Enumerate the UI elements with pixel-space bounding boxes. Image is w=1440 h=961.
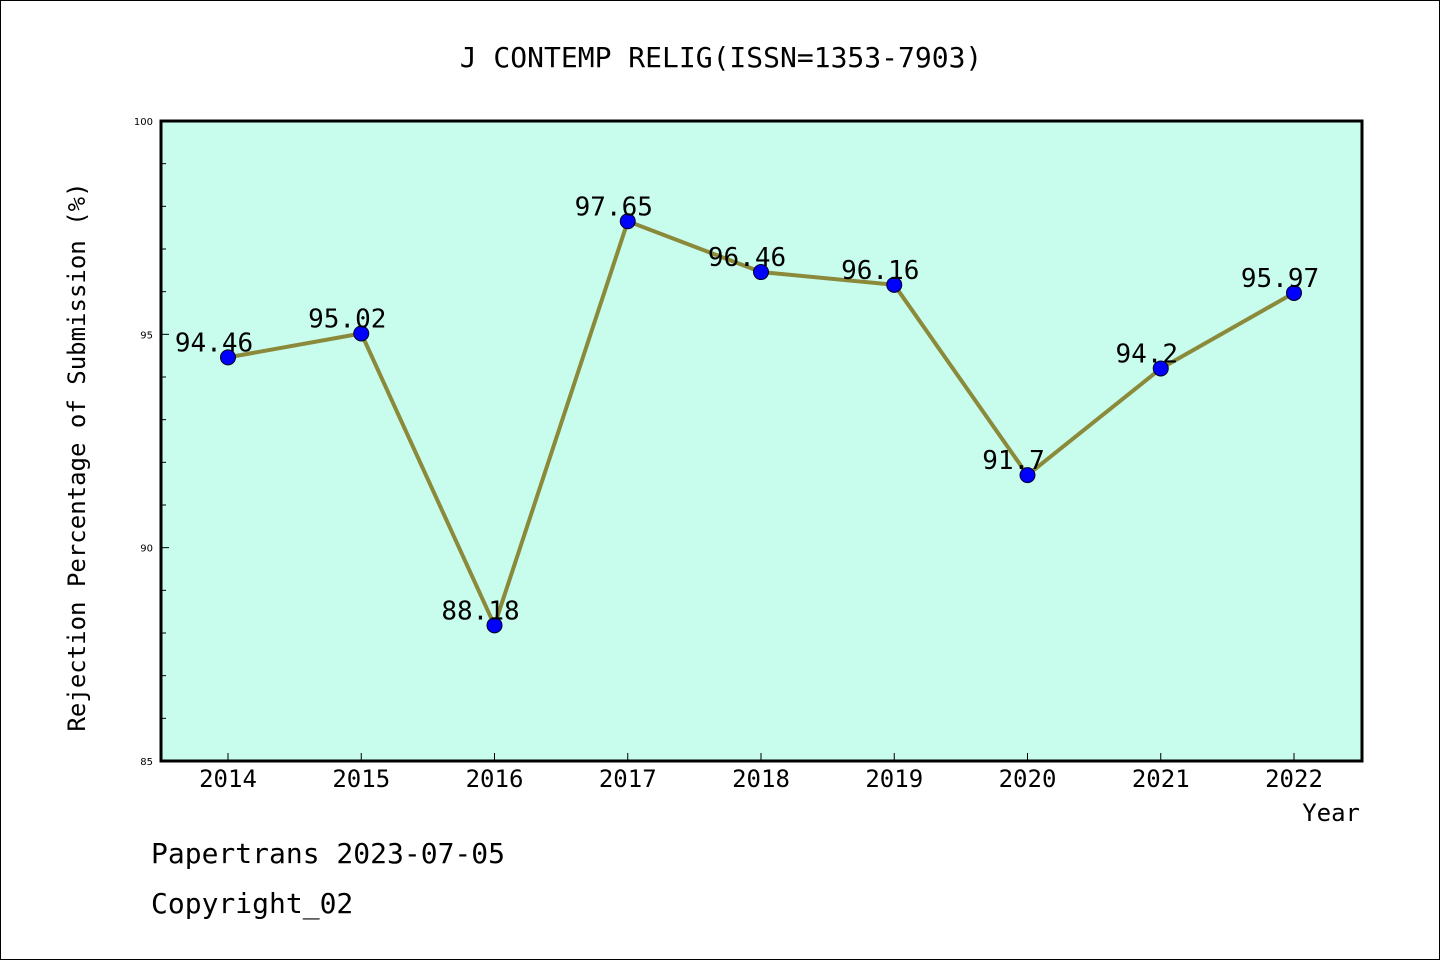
y-tick-label: 95 [140, 330, 153, 341]
x-tick-label: 2019 [865, 765, 923, 793]
data-label: 94.2 [1115, 339, 1178, 369]
x-tick-label: 2014 [199, 765, 257, 793]
data-label: 96.16 [841, 256, 919, 286]
y-tick-label: 85 [140, 757, 153, 768]
data-point-marker [353, 325, 370, 342]
data-point-marker [1019, 467, 1036, 484]
x-tick-label: 2016 [466, 765, 524, 793]
data-label: 91.7 [982, 446, 1045, 476]
x-axis-label: Year [1302, 799, 1360, 827]
data-label: 94.46 [175, 328, 253, 358]
data-label: 97.65 [575, 192, 653, 222]
data-label: 96.46 [708, 243, 786, 273]
footer-date-text: Papertrans 2023-07-05 [151, 837, 506, 870]
y-axis-label: Rejection Percentage of Submission (%) [63, 182, 91, 731]
data-point-marker [619, 213, 636, 230]
data-point-marker [886, 276, 903, 293]
x-tick-label: 2020 [999, 765, 1057, 793]
footer-copyright-text: Copyright_02 [151, 887, 354, 920]
x-tick-label: 2017 [599, 765, 657, 793]
data-label: 88.18 [441, 596, 519, 626]
y-tick-label: 100 [134, 117, 153, 128]
data-label: 95.97 [1241, 264, 1319, 294]
x-tick-label: 2021 [1132, 765, 1190, 793]
data-label: 95.02 [308, 304, 386, 334]
data-point-marker [753, 264, 769, 281]
x-tick-label: 2018 [732, 765, 790, 793]
data-point-marker [486, 617, 503, 634]
y-axis-ticks: 85 90 95 100 [134, 117, 169, 768]
x-tick-label: 2015 [332, 765, 390, 793]
data-point-marker [220, 349, 236, 366]
data-point-marker [1152, 360, 1169, 377]
chart-title: J CONTEMP RELIG(ISSN=1353-7903) [460, 41, 983, 74]
data-labels-group: 94.46 95.02 88.18 97.65 96.46 96.16 91.7 94.2 95… [175, 192, 1319, 626]
data-markers [220, 213, 1302, 634]
plot-area [159, 119, 1364, 763]
x-tick-label: 2022 [1265, 765, 1323, 793]
y-tick-label: 90 [140, 544, 153, 555]
x-axis-ticks: 2014 2015 2016 2017 2018 2019 2020 2021 2022 [199, 753, 1323, 793]
data-point-marker [1286, 284, 1302, 301]
